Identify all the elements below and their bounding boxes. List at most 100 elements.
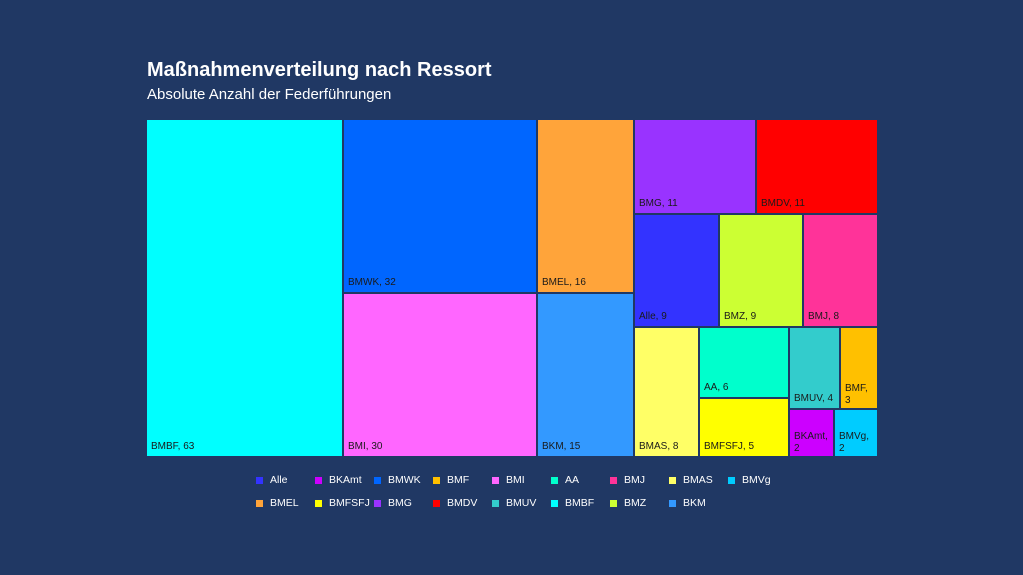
legend-item-alle: Alle xyxy=(256,472,288,488)
treemap-tile-bmf: BMF, 3 xyxy=(841,328,877,408)
treemap-label-bmas: BMAS, 8 xyxy=(639,441,679,452)
legend-item-bmel: BMEL xyxy=(256,495,299,511)
legend-swatch xyxy=(492,499,499,507)
legend-label: BMZ xyxy=(624,497,647,509)
legend-item-bmdv: BMDV xyxy=(433,495,477,511)
treemap-rect-bmf xyxy=(841,328,877,408)
legend-swatch xyxy=(315,499,322,507)
legend-label: BKM xyxy=(683,497,706,509)
chart-title: Maßnahmenverteilung nach Ressort xyxy=(147,59,492,81)
legend-swatch xyxy=(610,476,617,484)
treemap-rect-bmbf xyxy=(147,120,342,456)
treemap-label-bmwk: BMWK, 32 xyxy=(348,277,396,288)
treemap-label-bmj: BMJ, 8 xyxy=(808,311,840,322)
treemap-tile-bmj: BMJ, 8 xyxy=(804,215,877,326)
legend-label: BKAmt xyxy=(329,474,362,486)
treemap-label-bmf: BMF, 3 xyxy=(845,383,868,406)
treemap-label-bmuv: BMUV, 4 xyxy=(794,393,834,404)
treemap-tile-aa: AA, 6 xyxy=(700,328,788,397)
treemap-label-bmel: BMEL, 16 xyxy=(542,277,586,288)
legend-swatch xyxy=(610,499,617,507)
legend-item-bmj: BMJ xyxy=(610,472,645,488)
legend-label: BMFSFJ xyxy=(329,497,370,509)
treemap-tile-alle: Alle, 9 xyxy=(635,215,718,326)
treemap-tile-bkamt: BKAmt, 2 xyxy=(790,410,833,456)
legend-swatch xyxy=(315,476,322,484)
legend-label: BMBF xyxy=(565,497,595,509)
legend-swatch xyxy=(374,476,381,484)
treemap-tile-bmg: BMG, 11 xyxy=(635,120,755,213)
legend-swatch xyxy=(256,499,263,507)
treemap-rect-bmdv xyxy=(757,120,877,213)
treemap-rect-bmfsfj xyxy=(700,399,788,456)
treemap-label-aa: AA, 6 xyxy=(704,382,729,393)
treemap-rect-bmas xyxy=(635,328,698,456)
legend-label: BMVg xyxy=(742,474,771,486)
treemap-label-bmi: BMI, 30 xyxy=(348,441,383,452)
legend-item-aa: AA xyxy=(551,472,579,488)
treemap-tile-bmvg: BMVg, 2 xyxy=(835,410,877,456)
legend-label: BMWK xyxy=(388,474,421,486)
legend-swatch xyxy=(669,499,676,507)
legend-label: BMAS xyxy=(683,474,713,486)
legend-item-bkamt: BKAmt xyxy=(315,472,362,488)
legend-label: BMI xyxy=(506,474,525,486)
treemap-rect-bmvg xyxy=(835,410,877,456)
chart-subtitle: Absolute Anzahl der Federführungen xyxy=(147,86,392,103)
treemap-tile-bmuv: BMUV, 4 xyxy=(790,328,839,408)
legend-item-bkm: BKM xyxy=(669,495,706,511)
treemap-label-bmvg: BMVg, 2 xyxy=(839,431,869,454)
legend-item-bmfsfj: BMFSFJ xyxy=(315,495,370,511)
legend-label: BMEL xyxy=(270,497,299,509)
treemap-rect-bmel xyxy=(538,120,633,292)
treemap-tile-bmfsfj: BMFSFJ, 5 xyxy=(700,399,788,456)
treemap-label-bmbf: BMBF, 63 xyxy=(151,441,195,452)
legend-label: BMJ xyxy=(624,474,645,486)
treemap-rect-aa xyxy=(700,328,788,397)
treemap-tile-bmi: BMI, 30 xyxy=(344,294,536,456)
treemap-label-bkm: BKM, 15 xyxy=(542,441,581,452)
treemap-rect-bkm xyxy=(538,294,633,456)
treemap-label-bmz: BMZ, 9 xyxy=(724,311,757,322)
treemap-rect-alle xyxy=(635,215,718,326)
treemap-rect-bkamt xyxy=(790,410,833,456)
legend-item-bmz: BMZ xyxy=(610,495,646,511)
legend-swatch xyxy=(433,499,440,507)
treemap-rect-bmz xyxy=(720,215,802,326)
legend-item-bmf: BMF xyxy=(433,472,469,488)
legend-swatch xyxy=(492,476,499,484)
treemap-rect-bmwk xyxy=(344,120,536,292)
treemap-label-bmdv: BMDV, 11 xyxy=(761,198,805,209)
legend-swatch xyxy=(728,476,735,484)
legend-item-bmas: BMAS xyxy=(669,472,713,488)
legend-item-bmbf: BMBF xyxy=(551,495,594,511)
treemap-tile-bmel: BMEL, 16 xyxy=(538,120,633,292)
treemap-rect-bmg xyxy=(635,120,755,213)
treemap-label-bkamt: BKAmt, 2 xyxy=(794,431,828,454)
legend-label: Alle xyxy=(270,474,288,486)
legend-swatch xyxy=(256,476,263,484)
legend-swatch xyxy=(551,476,558,484)
treemap-rect-bmuv xyxy=(790,328,839,408)
legend-item-bmuv: BMUV xyxy=(492,495,536,511)
legend-label: BMUV xyxy=(506,497,537,509)
legend-label: BMG xyxy=(388,497,412,509)
legend-item-bmg: BMG xyxy=(374,495,412,511)
treemap-tile-bkm: BKM, 15 xyxy=(538,294,633,456)
legend-swatch xyxy=(669,476,676,484)
treemap-tile-bmz: BMZ, 9 xyxy=(720,215,802,326)
legend-swatch xyxy=(374,499,381,507)
legend-swatch xyxy=(551,499,558,507)
legend-item-bmi: BMI xyxy=(492,472,525,488)
treemap-tile-bmbf: BMBF, 63 xyxy=(147,120,342,456)
legend-item-bmvg: BMVg xyxy=(728,472,771,488)
legend-swatch xyxy=(433,476,440,484)
treemap-label-alle: Alle, 9 xyxy=(639,311,667,322)
legend-label: AA xyxy=(565,474,580,486)
treemap-rect-bmj xyxy=(804,215,877,326)
treemap-tile-bmas: BMAS, 8 xyxy=(635,328,698,456)
treemap-tile-bmdv: BMDV, 11 xyxy=(757,120,877,213)
legend-label: BMF xyxy=(447,474,470,486)
treemap-tile-bmwk: BMWK, 32 xyxy=(344,120,536,292)
